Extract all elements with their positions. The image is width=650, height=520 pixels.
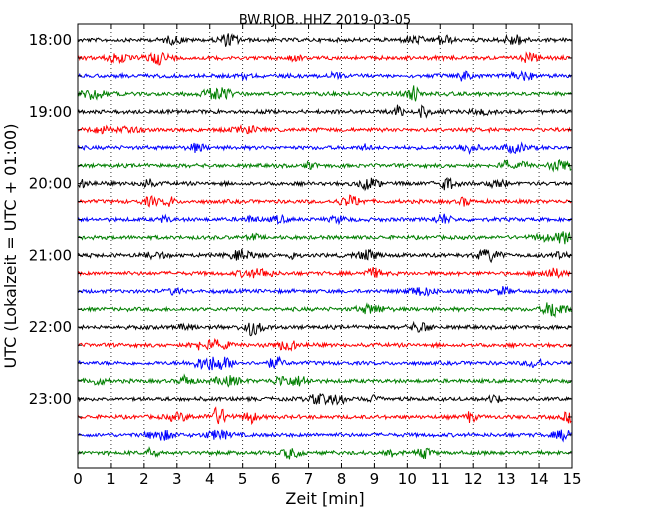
- trace-1815: [77, 51, 572, 66]
- y-axis-ticks: 18:00 19:00 20:00 21:00 22:00 23:00: [29, 31, 572, 454]
- trace-2015: [77, 194, 572, 208]
- trace-2130: [77, 285, 572, 297]
- y-tick-label: 19:00: [29, 103, 72, 121]
- trace-1830: [77, 69, 572, 82]
- trace-1800: [77, 32, 572, 47]
- x-tick-label: 14: [530, 470, 549, 488]
- trace-2115: [77, 266, 572, 279]
- trace-group: [77, 32, 572, 460]
- y-axis-label: UTC (Lokalzeit = UTC + 01:00): [1, 124, 20, 369]
- x-tick-label: 12: [464, 470, 483, 488]
- x-tick-label: 8: [337, 470, 347, 488]
- x-tick-label: 2: [139, 470, 149, 488]
- trace-2230: [77, 355, 572, 371]
- x-tick-label: 9: [370, 470, 380, 488]
- x-axis-label: Zeit [min]: [285, 489, 364, 508]
- trace-1845: [77, 85, 572, 102]
- trace-2200: [77, 320, 572, 337]
- y-tick-label: 22:00: [29, 318, 72, 336]
- trace-1930: [77, 141, 572, 155]
- y-tick-label: 23:00: [29, 390, 72, 408]
- y-tick-label: 18:00: [29, 31, 72, 49]
- trace-2300: [77, 393, 572, 406]
- x-tick-label: 6: [271, 470, 281, 488]
- trace-2000: [77, 176, 572, 192]
- plot-frame: [77, 23, 573, 469]
- trace-2245: [77, 373, 572, 388]
- x-tick-label: 13: [497, 470, 516, 488]
- x-tick-label: 5: [238, 470, 248, 488]
- x-tick-label: 15: [562, 470, 581, 488]
- trace-2045: [77, 231, 572, 245]
- x-tick-label: 4: [205, 470, 215, 488]
- trace-2100: [77, 248, 572, 264]
- x-tick-label: 3: [172, 470, 182, 488]
- trace-2030: [77, 213, 572, 226]
- x-tick-label: 1: [106, 470, 116, 488]
- trace-2330: [77, 429, 572, 443]
- y-tick-label: 20:00: [29, 175, 72, 193]
- x-tick-label: 7: [304, 470, 314, 488]
- trace-2315: [77, 406, 572, 426]
- x-tick-label: 11: [431, 470, 450, 488]
- trace-1915: [77, 123, 572, 135]
- chart-title: BW.RJOB..HHZ 2019-03-05: [239, 13, 411, 28]
- trace-1900: [77, 104, 572, 119]
- x-axis-ticks: 0 1 2 3 4 5 6 7 8 9 10 11 12 13 14 15: [73, 24, 582, 488]
- trace-1945: [77, 159, 572, 173]
- x-tick-label: 10: [398, 470, 417, 488]
- x-tick-label: 0: [73, 470, 83, 488]
- trace-2145: [77, 302, 572, 319]
- y-tick-label: 21:00: [29, 246, 72, 264]
- trace-2345: [77, 446, 572, 460]
- trace-2215: [77, 338, 572, 352]
